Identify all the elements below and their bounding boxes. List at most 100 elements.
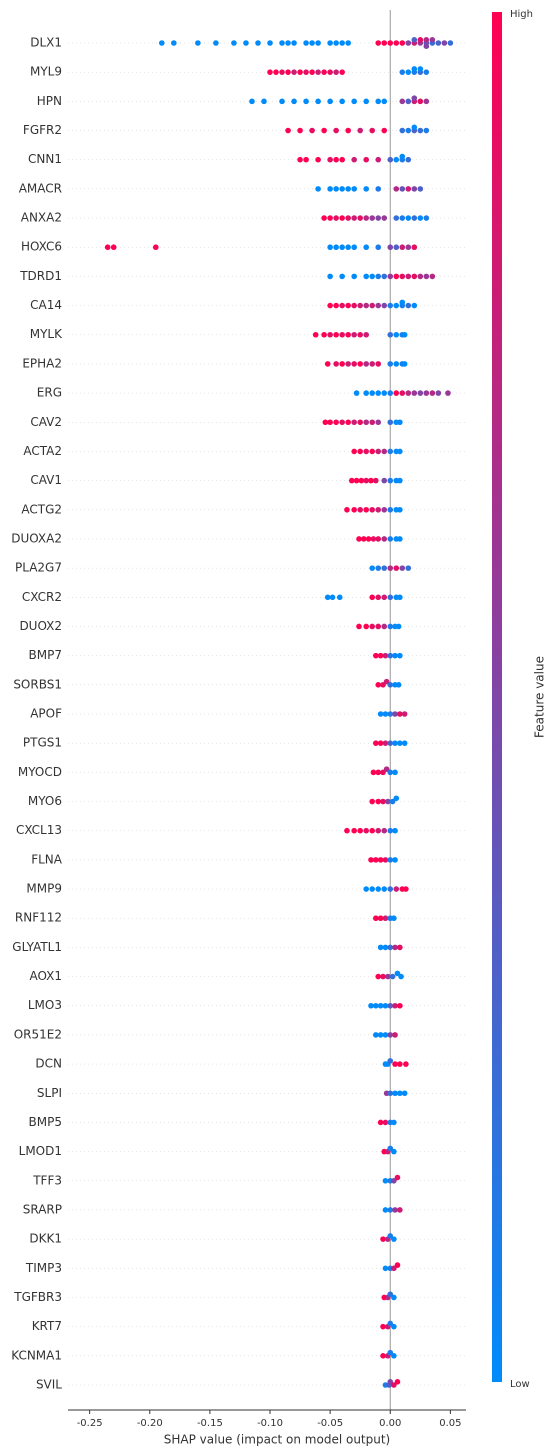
dot (383, 766, 390, 772)
dot (382, 857, 389, 863)
dot (373, 652, 379, 659)
dot (387, 1032, 394, 1038)
dot (345, 331, 351, 338)
dot (387, 536, 394, 542)
dot (397, 536, 403, 542)
dot (397, 1061, 403, 1067)
dot (327, 273, 333, 280)
dot (377, 857, 384, 863)
dot (411, 390, 418, 396)
dot (381, 448, 388, 455)
dot (445, 390, 451, 396)
dot (357, 448, 363, 455)
dot (393, 302, 400, 309)
dot (351, 98, 357, 105)
dot (423, 215, 430, 221)
dot (395, 682, 402, 688)
dot (303, 69, 309, 75)
dot (381, 302, 388, 309)
dot (405, 69, 412, 75)
dot (411, 244, 418, 251)
dot (391, 915, 397, 922)
dot (345, 244, 351, 251)
dot (351, 506, 357, 513)
dot (375, 623, 382, 630)
dot (392, 944, 398, 951)
dot (411, 302, 418, 309)
dot (397, 594, 403, 601)
dot (351, 419, 357, 426)
dot (382, 652, 389, 659)
dot (104, 244, 111, 251)
y-tick-label: SVIL (36, 1378, 62, 1392)
dot (291, 40, 297, 46)
dot (382, 1207, 389, 1213)
y-tick-label: DUOXA2 (11, 531, 62, 545)
dot (315, 69, 321, 75)
y-tick-label: SORBS1 (13, 677, 62, 691)
y-tick-label: HPN (37, 94, 62, 108)
y-tick-label: AOX1 (29, 969, 62, 983)
y-tick-label: AMACR (19, 181, 62, 195)
dot (392, 1002, 398, 1009)
y-tick-label: DKK1 (29, 1232, 62, 1246)
dot (380, 769, 386, 776)
dot (417, 186, 424, 192)
dot (411, 186, 418, 192)
dot (363, 186, 369, 192)
dot (417, 127, 424, 134)
dot (393, 390, 400, 396)
dot (285, 40, 291, 46)
dot (377, 1119, 384, 1126)
dot (369, 798, 376, 805)
dot (369, 827, 376, 834)
dot (393, 565, 400, 571)
y-tick-label: CAV1 (30, 473, 62, 487)
dot (381, 40, 388, 46)
dot (380, 798, 386, 805)
dot (351, 361, 357, 367)
dot (351, 273, 357, 280)
y-tick-label: TIMP3 (25, 1261, 62, 1275)
dot (401, 740, 408, 746)
dot (339, 244, 345, 251)
dot (363, 623, 369, 630)
dot (397, 1207, 403, 1213)
y-tick-label: SLPI (37, 1086, 62, 1100)
dot (392, 827, 398, 834)
dot (363, 244, 369, 251)
dot (417, 66, 424, 72)
dot (152, 244, 159, 251)
y-tick-label: ERG (37, 386, 62, 400)
dot (387, 302, 394, 309)
dot (387, 740, 394, 746)
dot (387, 1349, 394, 1356)
dot (387, 944, 394, 951)
dot (377, 915, 384, 922)
dot (369, 215, 376, 221)
dot (423, 69, 430, 75)
dot (423, 43, 430, 49)
dot (397, 1002, 403, 1009)
dot (345, 215, 351, 221)
dot (339, 361, 345, 367)
dot (375, 682, 382, 688)
dot (399, 69, 406, 75)
dot (401, 361, 408, 367)
dot (393, 886, 400, 892)
dot (401, 711, 408, 717)
dot (429, 37, 436, 43)
dot (344, 827, 350, 834)
dot (333, 69, 339, 75)
dot (399, 186, 406, 192)
dot (391, 1353, 397, 1359)
dot (397, 740, 403, 746)
dot (321, 69, 327, 75)
dot (297, 69, 303, 75)
x-tick-label: 0.05 (439, 1418, 461, 1429)
dot (382, 740, 389, 746)
dot (375, 156, 382, 163)
dot (392, 711, 398, 717)
dot (363, 156, 369, 163)
dot (369, 448, 376, 455)
